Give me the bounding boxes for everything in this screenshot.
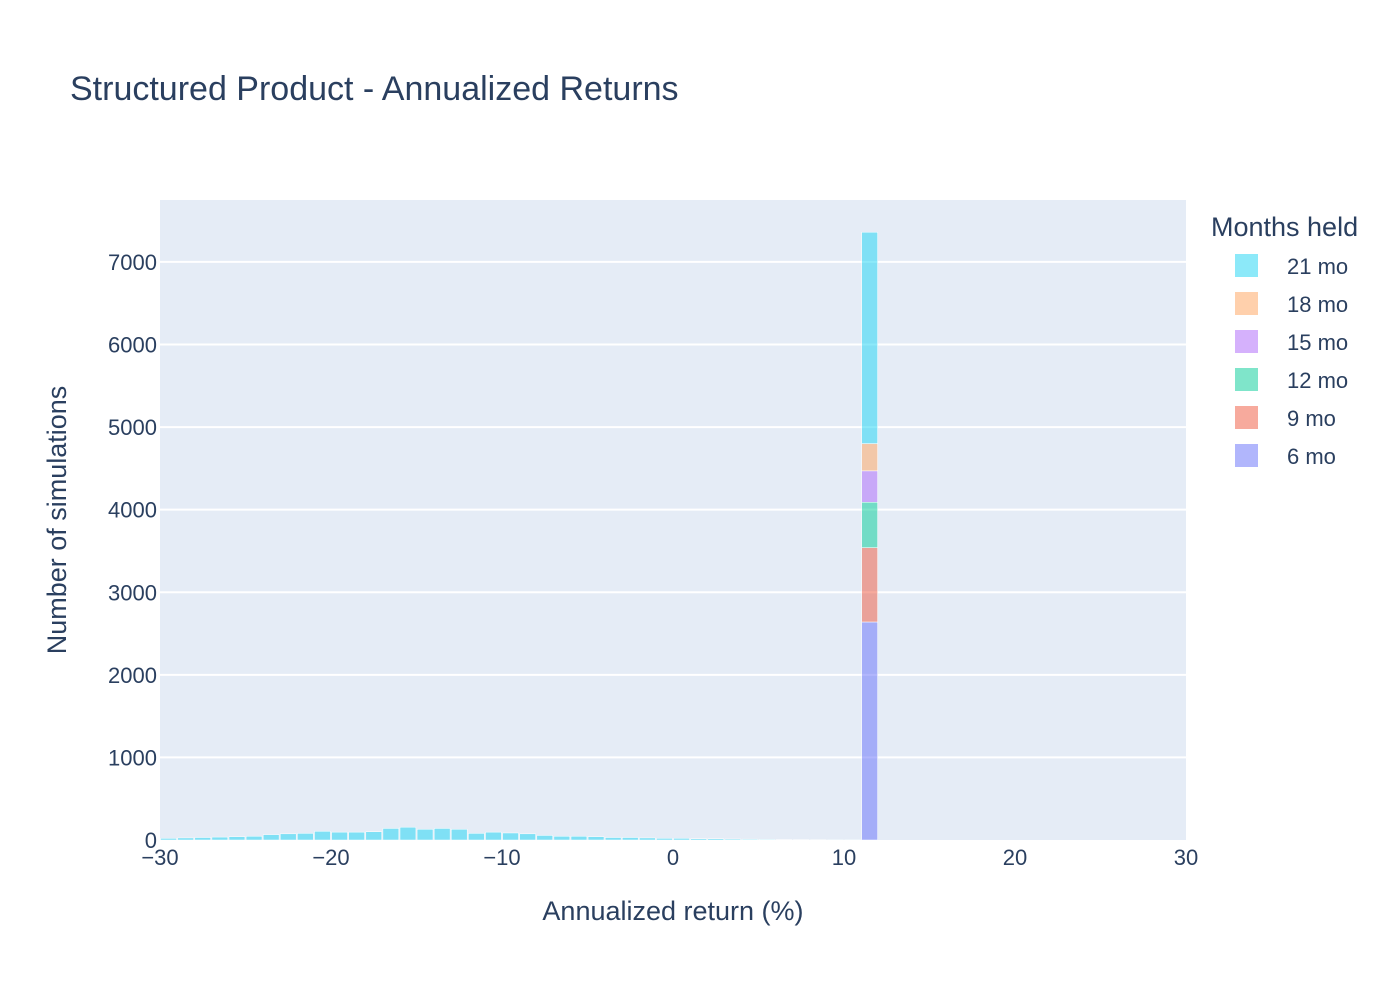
x-tick-label: −30 <box>141 845 178 870</box>
legend-swatch <box>1235 254 1258 277</box>
x-axis-ticks: −30 −20 −10 0 10 20 30 <box>141 845 1198 870</box>
histogram-bar <box>502 832 519 841</box>
legend-label: 15 mo <box>1287 330 1348 355</box>
histogram-bar <box>707 838 724 841</box>
histogram-bar <box>262 834 280 841</box>
y-tick-label: 5000 <box>108 415 157 440</box>
x-tick-label: 10 <box>832 845 856 870</box>
y-tick-label: 7000 <box>108 250 157 275</box>
histogram-bar <box>861 470 878 503</box>
histogram-bar <box>194 837 211 841</box>
histogram-bar <box>861 501 878 548</box>
legend-label: 12 mo <box>1287 368 1348 393</box>
histogram-bar <box>622 837 639 841</box>
histogram-bar <box>741 838 759 841</box>
y-tick-label: 2000 <box>108 663 157 688</box>
histogram-bar <box>331 831 348 841</box>
y-axis-title: Number of simulations <box>42 386 72 655</box>
legend-swatch <box>1235 330 1258 353</box>
histogram-bar <box>485 831 502 841</box>
x-tick-label: 30 <box>1174 845 1198 870</box>
histogram-bar <box>690 838 707 841</box>
histogram-bar <box>861 547 878 623</box>
legend-label: 6 mo <box>1287 444 1336 469</box>
legend-swatch <box>1235 368 1258 391</box>
histogram-bar <box>365 831 382 841</box>
y-tick-label: 4000 <box>108 498 157 523</box>
x-axis-title: Annualized return (%) <box>542 896 803 926</box>
legend-label: 18 mo <box>1287 292 1348 317</box>
chart-title: Structured Product - Annualized Returns <box>70 70 679 108</box>
histogram-bar <box>861 621 878 841</box>
histogram-bar <box>160 838 177 841</box>
legend: Months held 21 mo 18 mo 15 mo 12 mo 9 mo 6 mo <box>1211 212 1358 469</box>
histogram-bar <box>314 831 331 841</box>
histogram-bar <box>604 837 622 841</box>
histogram-bar <box>861 443 878 472</box>
y-tick-label: 6000 <box>108 333 157 358</box>
histogram-bar <box>451 829 468 841</box>
legend-swatch <box>1235 444 1258 467</box>
legend-label: 21 mo <box>1287 254 1348 279</box>
y-tick-label: 1000 <box>108 745 157 770</box>
histogram-bar <box>724 838 742 841</box>
histogram-bar <box>553 836 571 841</box>
y-axis-ticks: 0 1000 2000 3000 4000 5000 6000 7000 <box>108 250 157 853</box>
histogram-bar <box>280 833 297 841</box>
legend-title: Months held <box>1211 212 1358 242</box>
histogram-bar <box>382 828 400 841</box>
legend-swatch <box>1235 406 1258 429</box>
legend-label: 9 mo <box>1287 406 1336 431</box>
histogram-bar <box>519 833 536 841</box>
plot-area <box>160 200 1186 840</box>
histogram-bar <box>639 837 656 841</box>
histogram-bar <box>348 831 365 841</box>
legend-items: 21 mo 18 mo 15 mo 12 mo 9 mo 6 mo <box>1235 254 1348 469</box>
histogram-bar <box>656 838 673 841</box>
histogram-bar <box>861 231 878 444</box>
legend-swatch <box>1235 292 1258 315</box>
x-tick-label: 20 <box>1003 845 1027 870</box>
x-tick-label: −10 <box>483 845 520 870</box>
y-tick-label: 0 <box>145 828 157 853</box>
y-tick-label: 3000 <box>108 580 157 605</box>
histogram-bar <box>399 826 417 841</box>
histogram-bar <box>211 836 229 841</box>
histogram-bar <box>468 833 485 841</box>
histogram-bar <box>245 836 263 841</box>
histogram-bar <box>673 838 690 841</box>
histogram-bar <box>177 837 194 841</box>
histogram-bar <box>536 835 553 841</box>
histogram-bars <box>160 231 878 841</box>
histogram-bar <box>416 829 434 841</box>
x-tick-label: 0 <box>667 845 679 870</box>
x-tick-label: −20 <box>312 845 349 870</box>
y-gridlines <box>160 260 1186 759</box>
histogram-bar <box>587 836 605 841</box>
histogram-bar <box>758 839 776 841</box>
histogram-bar <box>433 828 451 841</box>
histogram-bar <box>570 836 588 841</box>
histogram-bar <box>297 833 314 841</box>
histogram-bar <box>228 836 246 841</box>
